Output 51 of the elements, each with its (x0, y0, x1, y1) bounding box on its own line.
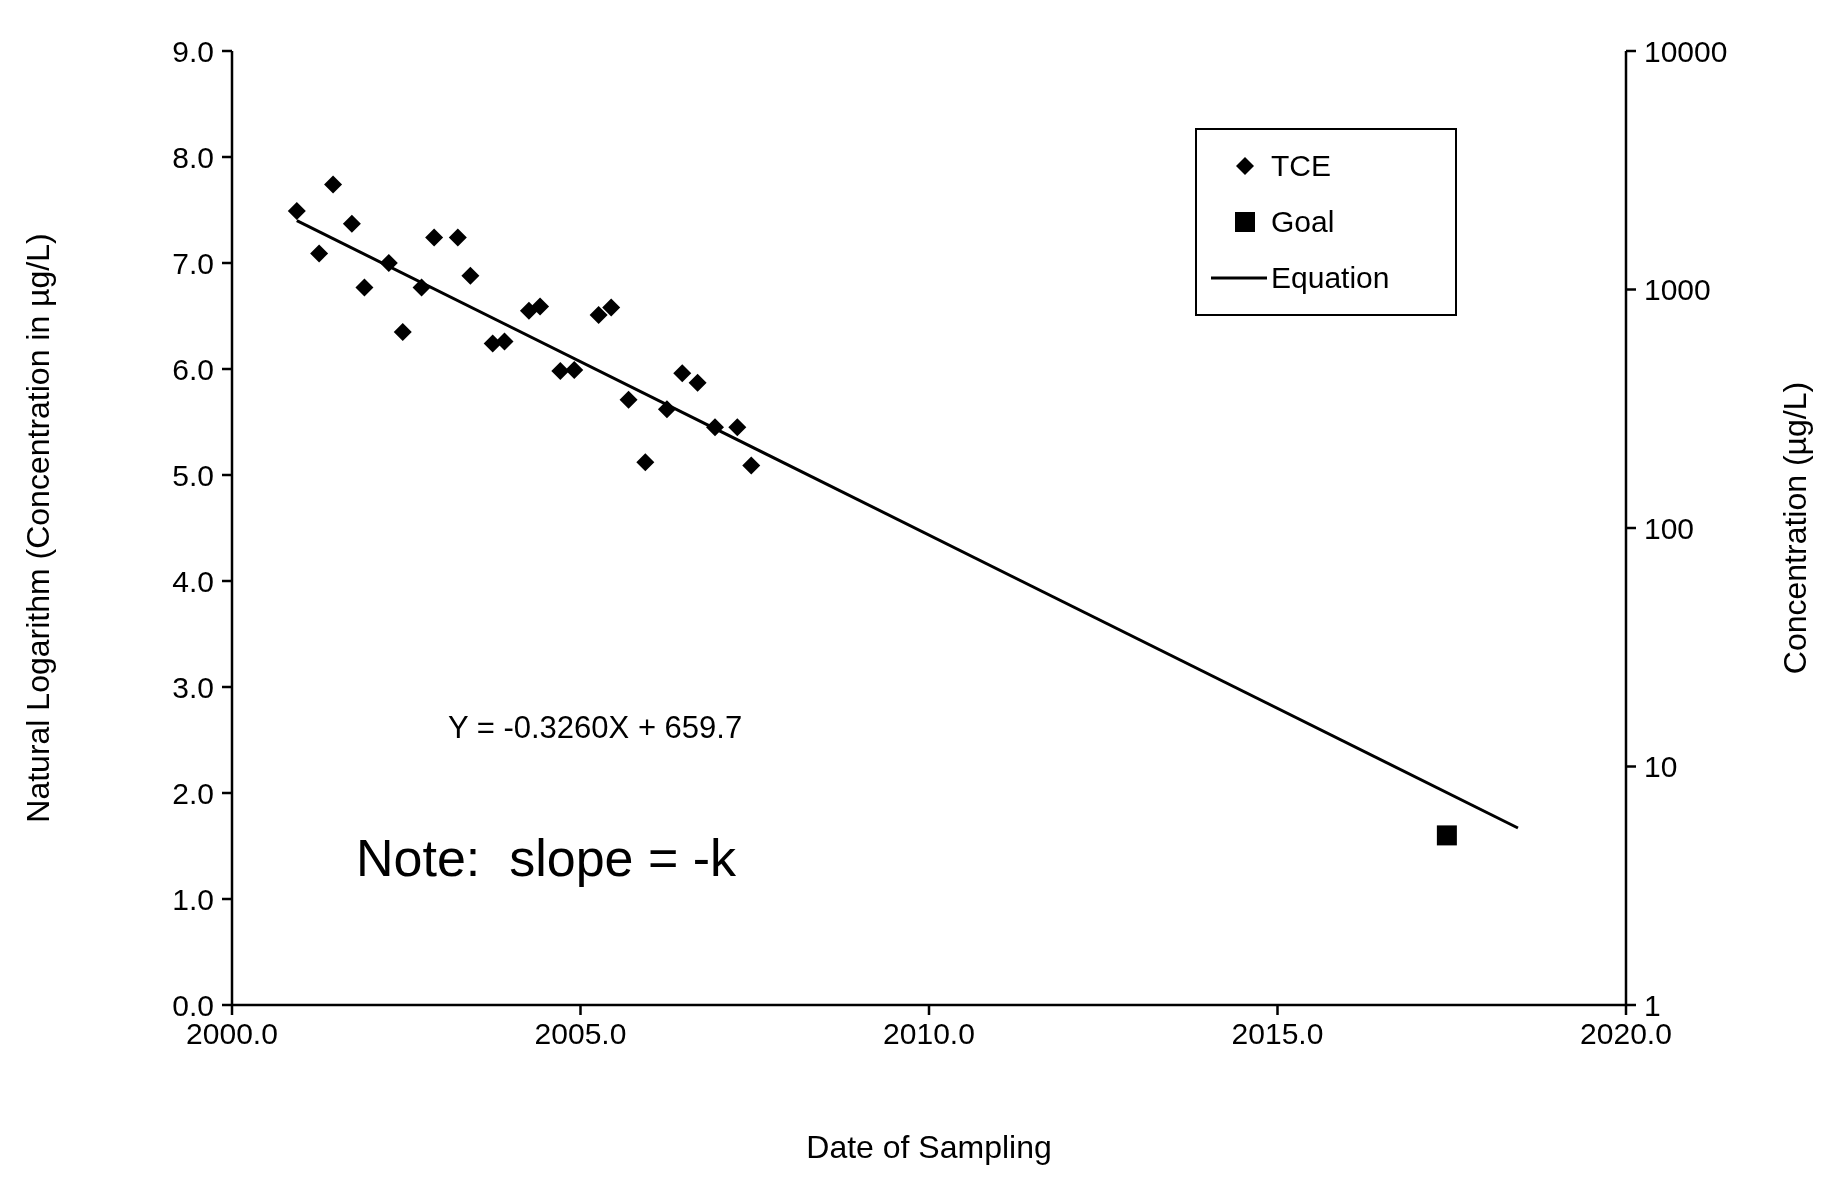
point (310, 244, 329, 263)
legend-label: Equation (1271, 261, 1390, 295)
point (589, 305, 608, 324)
point (393, 322, 412, 341)
point (1436, 825, 1457, 846)
y-tick-label: 3.0 (172, 670, 214, 704)
y-axis-title: Natural Logarithm (Concentration in µg/L) (20, 233, 57, 823)
annotation: Y = -0.3260X + 659.7 (448, 710, 743, 746)
y2-tick-label: 10 (1644, 750, 1678, 784)
point (706, 418, 725, 437)
point (324, 175, 343, 194)
point (355, 278, 374, 297)
y-tick-label: 7.0 (172, 246, 214, 280)
point (619, 390, 638, 409)
point (602, 298, 621, 317)
point (425, 228, 444, 247)
y2-tick-label: 10000 (1644, 34, 1728, 68)
y-tick-label: 5.0 (172, 458, 214, 492)
y-tick-label: 9.0 (172, 34, 214, 68)
point (728, 418, 747, 437)
point (742, 456, 761, 475)
point (495, 332, 514, 351)
y-tick-label: 8.0 (172, 140, 214, 174)
y2-axis-title: Concentration (µg/L) (1777, 381, 1814, 675)
legend-label: Goal (1271, 205, 1335, 239)
x-tick-label: 2005.0 (534, 1017, 627, 1051)
point (565, 361, 584, 380)
legend-label: TCE (1271, 149, 1331, 183)
point (519, 301, 538, 320)
y-tick-label: 1.0 (172, 882, 214, 916)
y-tick-label: 2.0 (172, 776, 214, 810)
point (551, 362, 570, 381)
y-tick-label: 4.0 (172, 564, 214, 598)
annotation: Note: slope = -k (356, 828, 737, 888)
point (412, 278, 431, 297)
point (461, 266, 480, 285)
point (448, 228, 467, 247)
point (657, 400, 676, 419)
point (531, 297, 550, 316)
x-axis-title: Date of Sampling (806, 1129, 1052, 1165)
point (379, 254, 398, 272)
y-tick-label: 6.0 (172, 352, 214, 386)
y2-tick-label: 100 (1644, 511, 1695, 545)
point (342, 214, 361, 233)
point (673, 364, 692, 383)
point (287, 202, 306, 221)
y2-tick-label: 1000 (1644, 273, 1711, 307)
point (688, 373, 707, 392)
x-tick-label: 2015.0 (1231, 1017, 1324, 1051)
point (636, 453, 655, 472)
x-tick-label: 2010.0 (883, 1017, 975, 1051)
